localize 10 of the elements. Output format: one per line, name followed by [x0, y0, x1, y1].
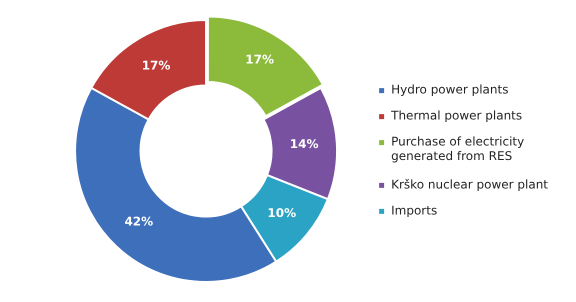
legend-label: Imports	[391, 204, 438, 218]
data-label: 42%	[124, 214, 154, 229]
legend-label: Krško nuclear power plant	[391, 178, 548, 192]
data-label: 17%	[142, 58, 170, 73]
legend-label: Purchase of electricity generated from RES	[391, 134, 524, 164]
data-label: 17%	[245, 52, 274, 67]
data-label: 14%	[290, 136, 318, 151]
legend-label: Thermal power plants	[390, 108, 522, 123]
data-label: 10%	[267, 206, 296, 220]
legend-label: Hydro power plants	[391, 82, 508, 97]
